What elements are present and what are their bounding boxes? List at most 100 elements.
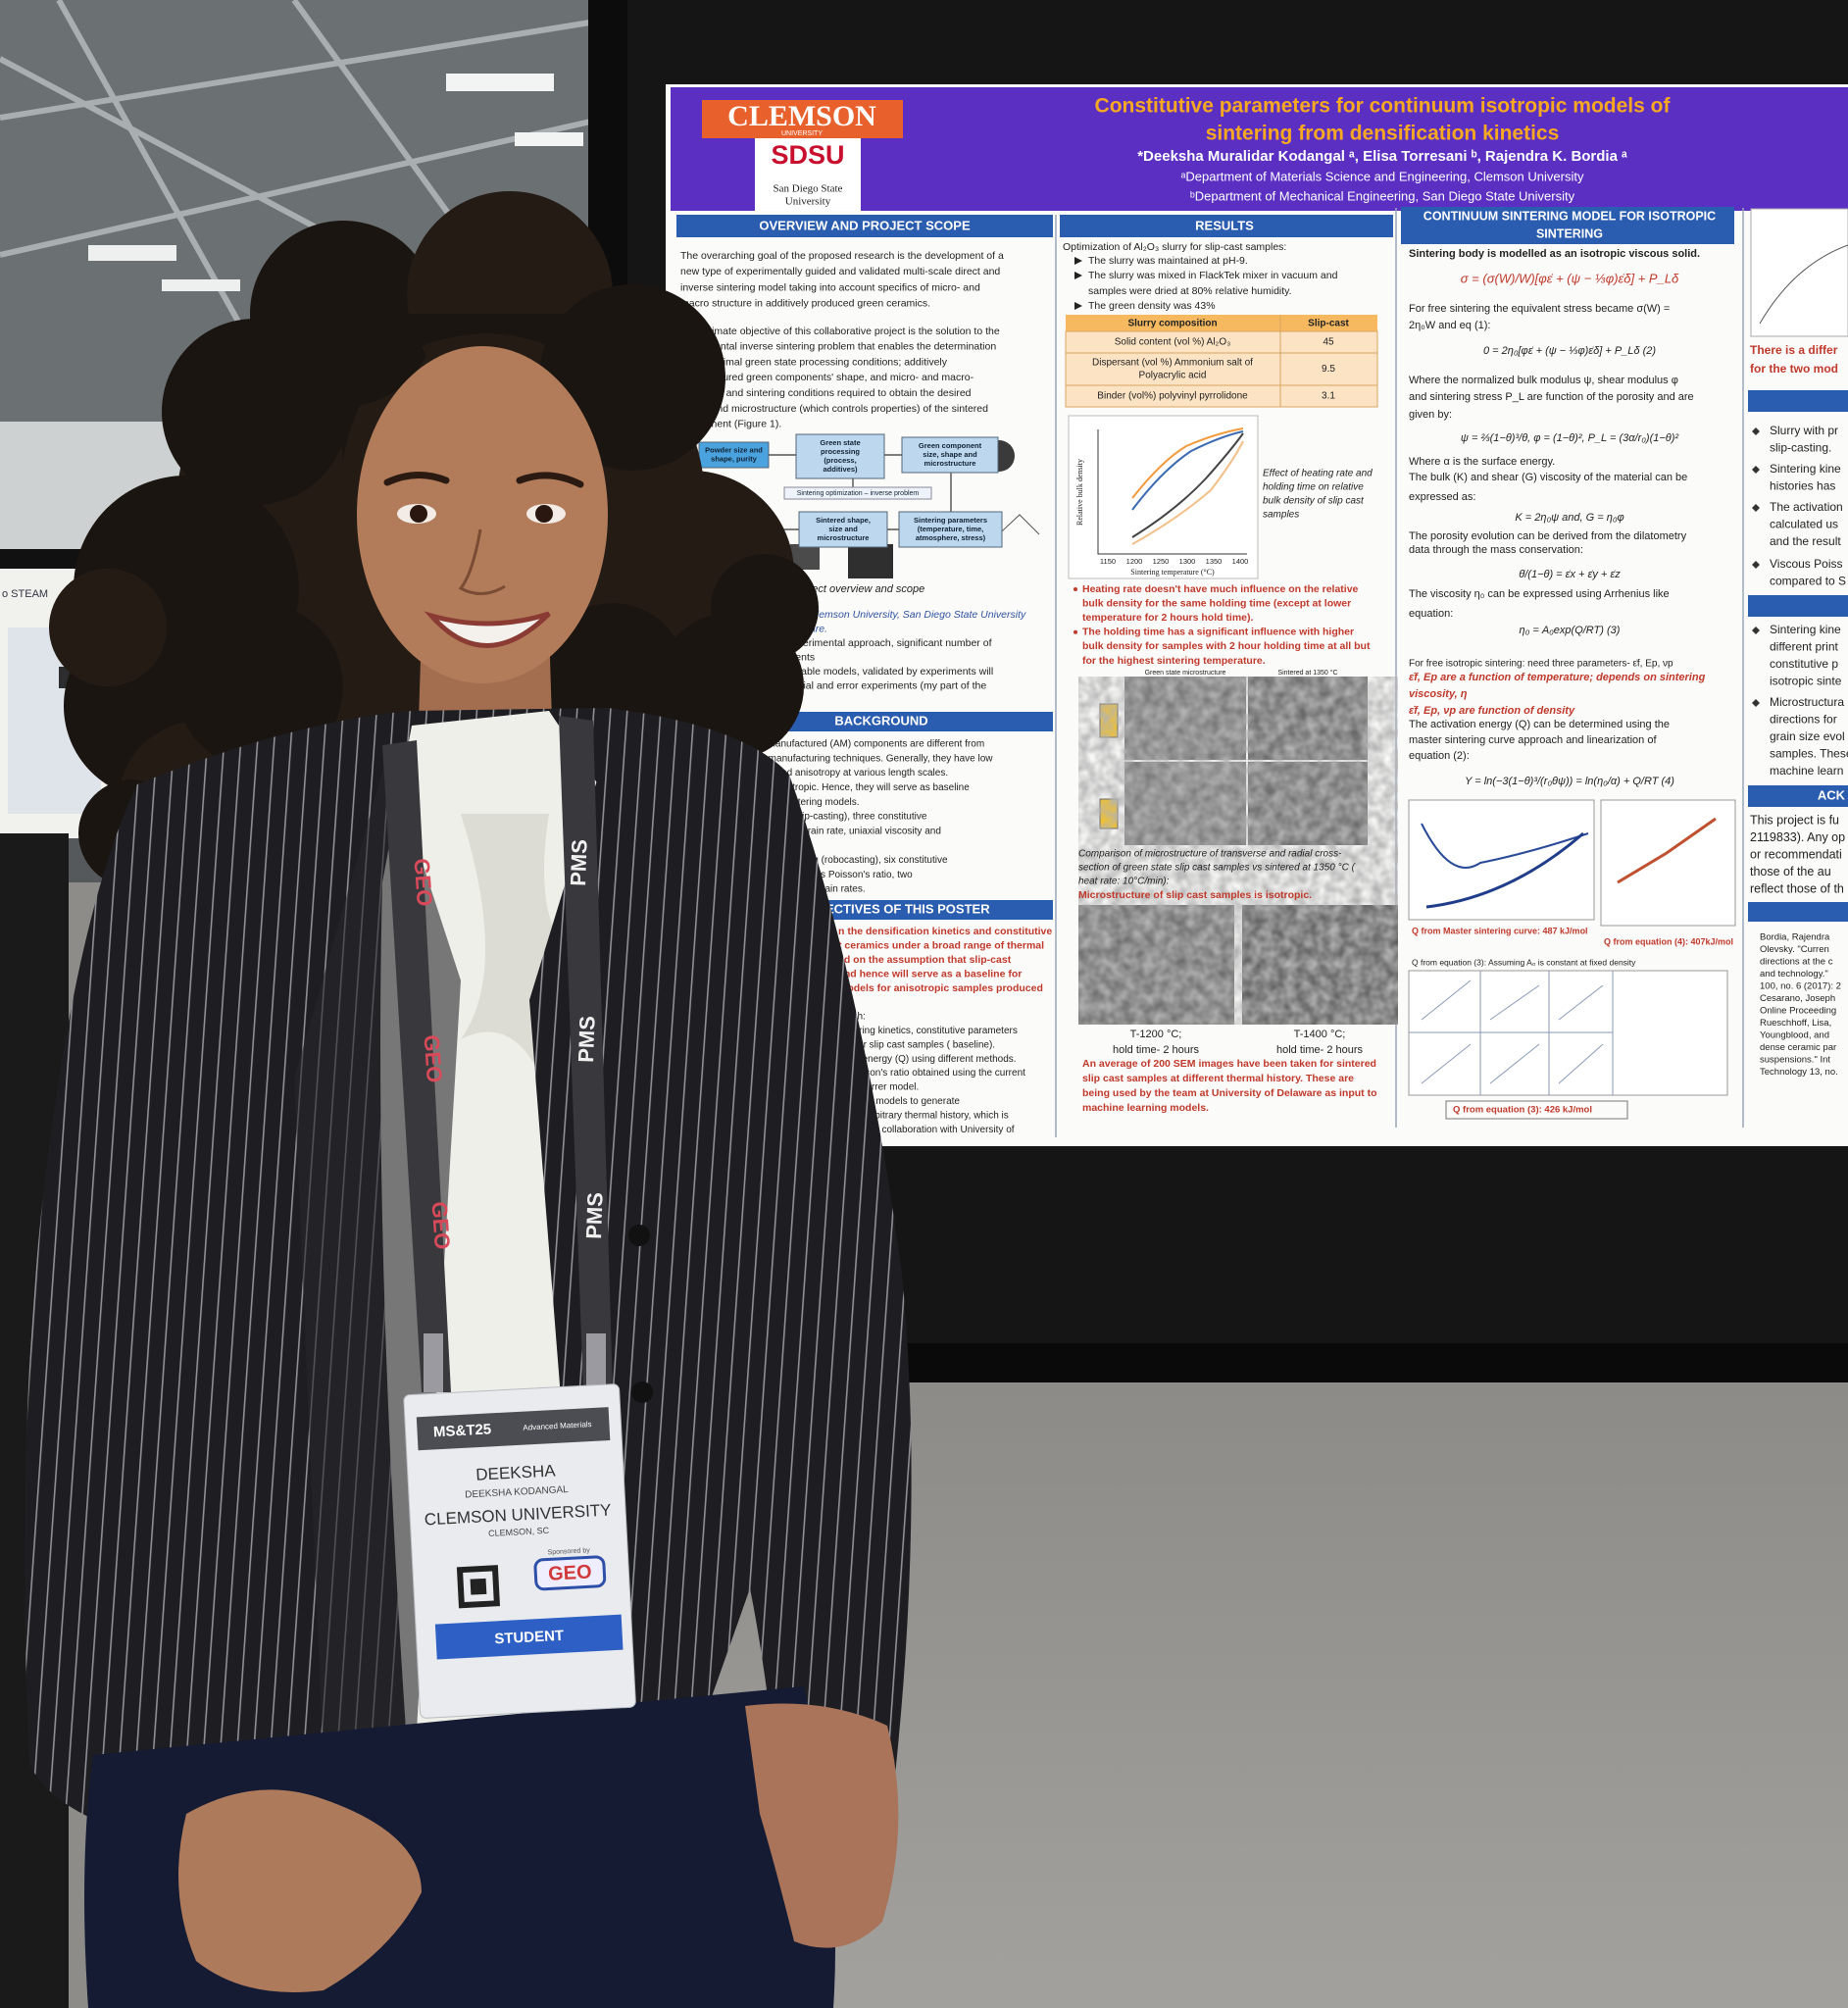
logo-text: San Diego State [774,183,843,195]
poster-text: those of the au [1750,865,1831,878]
poster-text: samples were dried at 80% relative humid… [1088,285,1292,297]
poster-text: learning models to generate [838,1096,960,1107]
poster-text: directions for [1770,713,1837,727]
table-cell: Solid content (vol %) Al₂O₃ [1115,337,1231,348]
poster-text: n the densification kinetics and constit… [838,926,1052,937]
iris [535,505,553,523]
poster-text: The bulk (K) and shear (G) viscosity of … [1409,472,1687,483]
poster-text: Cesarano, Joseph [1760,993,1835,1004]
poster-text: pment of suitable models, validated by e… [742,666,993,678]
poster-text: 100, no. 6 (2017): 2 [1760,981,1841,992]
q-result: Q from equation (3): Assuming A₀ is cons… [1412,957,1636,967]
figure-box-label: Green component [919,441,982,450]
poster-text: ε̇f, Ep, νp are function of density [1409,705,1575,717]
poster-text: expressed as: [1409,491,1475,503]
badge-sponsor-logo-text: GEO [548,1561,593,1584]
badge-sponsor-logo [533,1555,607,1591]
lanyard-logo: GEO [410,858,437,908]
poster-text: 0 = 2η₀[φε̇ + (ψ − ⅓φ)ε̇δ] + P_Lδ (2) [1483,345,1656,357]
poster-text: The activation [1770,500,1843,514]
poster-text: Bordia, Rajendra [1760,932,1830,943]
button [631,1381,653,1403]
chart-axis-label: Relative bulk density [1075,459,1084,526]
bullet-marker [1752,699,1760,707]
hair-curl [162,319,348,505]
poster-text: viscosity, η [1409,688,1468,700]
poster-text: This project is fu [1750,813,1839,827]
poster-text: Viscous Poiss [1770,557,1842,571]
logo-text: UNIVERSITY [781,130,823,137]
poster-text: manufactured green components' shape, an… [680,372,974,383]
iris [410,505,427,523]
density-chart-frame [1068,415,1259,579]
left-hand [178,1789,422,1992]
poster-text: of Scherrer model. [838,1082,919,1093]
poster-text: Where the normalized bulk modulus ψ, she… [1409,375,1678,386]
badge-top-bar [416,1407,611,1451]
poster-text: Olevsky. "Curren [1760,944,1829,955]
bullet-marker [1074,587,1077,591]
poster-text: Microstructura [1770,695,1844,709]
poster-text: tional manufacturing techniques. General… [742,753,993,764]
figure-box-label: microstructure [818,533,870,542]
sem-texture [1078,905,1398,1025]
section-heading: BACKGROUND [834,713,927,728]
right-chart [1750,208,1848,337]
figure-box-label: atmosphere, stress) [916,533,986,542]
q-result: Q from Master sintering curve: 487 kJ/mo… [1412,926,1588,935]
poster-text: or recommendati [1750,847,1842,861]
poster-text: Technology 13, no. [1760,1067,1838,1078]
poster-text: and hence will serve as a baseline for [838,968,1022,979]
poster-text: isotropic sintering (robocasting), six c… [742,855,948,866]
sample-cylinder [1099,703,1119,738]
equation-4-fit [1617,817,1717,884]
figure-box-label: additives) [823,465,858,474]
figure-box-label: size and [828,525,858,533]
poster-text: Microstructure of slip cast samples is i… [1078,889,1312,901]
clemson-logo [702,100,903,138]
sem-sample-label: hold time- 2 hours [1113,1044,1200,1056]
figure-box [901,436,999,474]
poster-text: For free isotropic sintering: need three… [1409,659,1673,670]
poster-text: bulk density for the same holding time (… [1082,597,1351,609]
poster-text: of the optimal green state processing co… [680,356,948,368]
lanyard-logo: PMS [566,839,592,887]
poster-text: and the result [1770,534,1841,548]
poster-text: and technology." [1760,969,1828,979]
figure-box-label: microstructure [924,459,976,468]
poster-text: and sintering stress P_L are function of… [1409,391,1694,403]
poster-text: needed: free strain rate, uniaxial visco… [742,826,941,836]
equation-3-plots [1409,971,1614,1095]
lanyard-logo: GEO [427,1201,455,1251]
lanyard-strap [382,740,451,1392]
bullet-marker [1752,561,1760,569]
hair-curl [176,603,343,770]
poster-text: An average of 200 SEM images have been t… [1082,1058,1376,1070]
poster-text: The slurry was maintained at pH-9. [1088,255,1248,267]
poster-text: heat rate: 10°C/min): [1078,877,1170,887]
table-cell: 45 [1323,337,1334,348]
poster-text: The ultimate objective of this collabora… [680,326,1000,337]
poster-text: Y = ln(−3(1−θ)³/(r₀θψ)) = ln(η₀/α) + Q/R… [1465,776,1674,787]
figure-box-label: (process, [824,456,856,465]
chart-tick-label: 1150 [1100,557,1116,566]
figure-bar-label: Sintering optimization – inverse problem [797,490,920,497]
badge-event: MS&T25 [433,1421,492,1440]
sem-sample-label: hold time- 2 hours [1276,1044,1364,1056]
badge-qr [470,1578,487,1595]
section-header-bar [819,900,1053,920]
poster-text: shape and microstructure (which controls… [680,403,988,415]
poster-text: given by: [1409,409,1452,421]
figure-bar [783,486,932,500]
hair-curl [711,554,819,662]
lanyard-clip [424,1333,443,1392]
table-header-row [1066,315,1377,331]
poster-text: section of green state slip cast samples… [1078,863,1357,874]
sample-cylinder [1099,798,1119,829]
sem-sample-label: T-1200 °C; [1130,1029,1182,1040]
poster-title: Constitutive parameters for continuum is… [1095,95,1672,118]
poster-text: being used by the team at University of … [1082,1087,1377,1099]
poster-text: Effect of heating rate and [1263,469,1373,479]
blouse-bow [461,814,588,1098]
poster-text: for an arbitrary thermal history, which … [838,1110,1009,1121]
